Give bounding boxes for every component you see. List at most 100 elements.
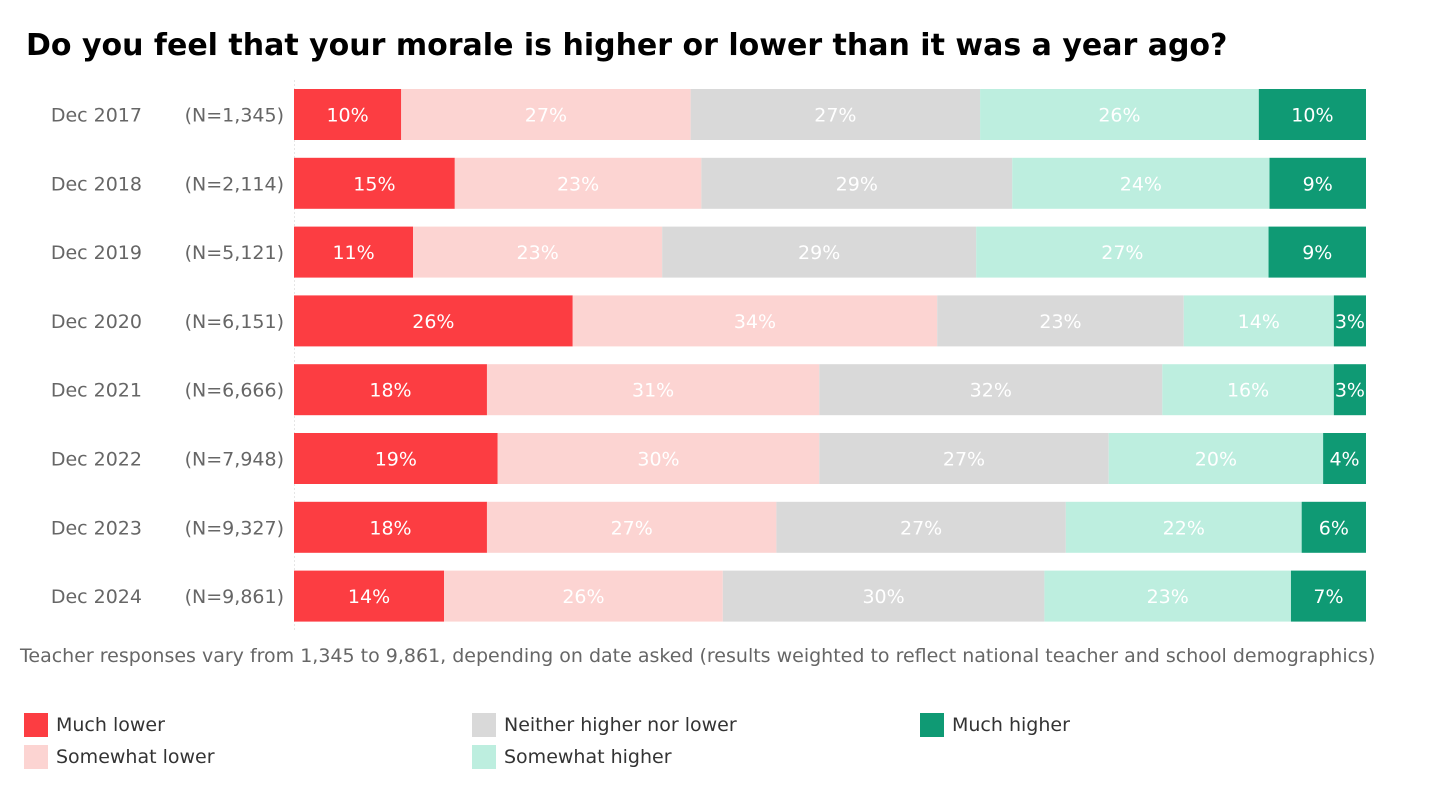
category-label: Dec 2024 <box>51 586 142 608</box>
bar-segment <box>486 501 777 553</box>
bar-segment <box>1044 570 1291 622</box>
bar-segment <box>1333 364 1366 416</box>
legend-swatch <box>920 713 944 737</box>
legend-swatch <box>24 713 48 737</box>
legend-swatch <box>472 745 496 769</box>
data-label: 15% <box>353 173 395 195</box>
legend-swatch <box>24 745 48 769</box>
bar-segment <box>1290 570 1366 622</box>
category-label: Dec 2017 <box>51 105 142 127</box>
sample-size-label: (N=6,666) <box>185 380 284 402</box>
data-label: 22% <box>1163 517 1205 539</box>
bar-segment <box>1333 295 1366 347</box>
bar-segment <box>294 89 402 140</box>
legend-swatch <box>472 713 496 737</box>
bar-row: Dec 2018 (N=2,114) 15% 23% 29% 24% 9% <box>51 157 1366 209</box>
legend-item: Neither higher nor lower <box>472 713 737 737</box>
footnote: Teacher responses vary from 1,345 to 9,8… <box>20 645 1376 667</box>
data-label: 27% <box>900 517 942 539</box>
data-label: 23% <box>1147 586 1189 608</box>
bar-segment <box>1258 89 1366 140</box>
data-label: 20% <box>1195 449 1237 471</box>
data-label: 19% <box>375 449 417 471</box>
data-label: 32% <box>970 380 1012 402</box>
data-label: 9% <box>1302 242 1332 264</box>
legend-label: Much higher <box>952 714 1070 736</box>
bar-row: Dec 2019 (N=5,121) 11% 23% 29% 27% 9% <box>51 226 1366 278</box>
bar-segment <box>1108 433 1324 484</box>
data-label: 27% <box>525 105 567 127</box>
category-label: Dec 2023 <box>51 517 142 539</box>
bar-segment <box>294 295 573 347</box>
bar-segment <box>454 157 702 209</box>
bar-row: Dec 2024 (N=9,861) 14% 26% 30% 23% 7% <box>51 570 1366 622</box>
category-label: Dec 2022 <box>51 449 142 471</box>
bar-segment <box>819 433 1109 484</box>
data-label: 23% <box>517 242 559 264</box>
data-label: 7% <box>1313 586 1343 608</box>
data-label: 27% <box>814 105 856 127</box>
bar-segment <box>1012 157 1270 209</box>
data-label: 14% <box>348 586 390 608</box>
bar-segment <box>980 89 1259 140</box>
legend-label: Much lower <box>56 714 165 736</box>
data-label: 31% <box>632 380 674 402</box>
sample-size-label: (N=7,948) <box>185 449 284 471</box>
bar-segment <box>976 226 1269 278</box>
data-label: 3% <box>1335 311 1365 333</box>
legend-label: Somewhat higher <box>504 746 672 768</box>
category-label: Dec 2021 <box>51 380 142 402</box>
bar-segment <box>1183 295 1334 347</box>
bar-segment <box>722 570 1045 622</box>
data-label: 29% <box>836 173 878 195</box>
bar-segment <box>1162 364 1334 416</box>
bar-segment <box>294 570 445 622</box>
data-label: 26% <box>562 586 604 608</box>
data-label: 29% <box>798 242 840 264</box>
legend-label: Somewhat lower <box>56 746 215 768</box>
bar-segment <box>294 157 455 209</box>
data-label: 16% <box>1227 380 1269 402</box>
bar-row: Dec 2021 (N=6,666) 18% 31% 32% 16% 3% <box>51 364 1366 416</box>
data-label: 23% <box>1039 311 1081 333</box>
bar-segment <box>1301 501 1366 553</box>
bar-segment <box>401 89 691 140</box>
data-label: 27% <box>611 517 653 539</box>
data-label: 18% <box>369 517 411 539</box>
data-label: 30% <box>862 586 904 608</box>
data-label: 4% <box>1329 449 1359 471</box>
legend-item: Much lower <box>24 713 165 737</box>
category-label: Dec 2019 <box>51 242 142 264</box>
bar-segment <box>662 226 977 278</box>
bar-row: Dec 2017 (N=1,345) 10% 27% 27% 26% 10% <box>51 89 1366 140</box>
category-label: Dec 2020 <box>51 311 142 333</box>
data-label: 3% <box>1335 380 1365 402</box>
sample-size-label: (N=2,114) <box>185 173 284 195</box>
legend-item: Somewhat higher <box>472 745 672 769</box>
data-label: 24% <box>1120 173 1162 195</box>
data-label: 34% <box>734 311 776 333</box>
sample-size-label: (N=5,121) <box>185 242 284 264</box>
bar-segment <box>819 364 1163 416</box>
bar-segment <box>294 364 487 416</box>
data-label: 10% <box>1291 105 1333 127</box>
legend-label: Neither higher nor lower <box>504 714 737 736</box>
bar-segment <box>413 226 663 278</box>
bar-segment <box>486 364 820 416</box>
bar-segment <box>1323 433 1366 484</box>
bar-segment <box>690 89 981 140</box>
sample-size-label: (N=9,327) <box>185 517 284 539</box>
bar-segment <box>776 501 1066 553</box>
bar-row: Dec 2022 (N=7,948) 19% 30% 27% 20% 4% <box>51 433 1366 484</box>
bar-segment <box>937 295 1184 347</box>
bar-segment <box>294 433 498 484</box>
stacked-bar-chart: Dec 2017 (N=1,345) 10% 27% 27% 26% 10% Dec 2018… <box>51 80 1366 630</box>
sample-size-label: (N=6,151) <box>185 311 284 333</box>
bar-row: Dec 2023 (N=9,327) 18% 27% 27% 22% 6% <box>51 501 1366 553</box>
category-label: Dec 2018 <box>51 173 142 195</box>
data-label: 23% <box>557 173 599 195</box>
sample-size-label: (N=9,861) <box>185 586 284 608</box>
legend-item: Somewhat lower <box>24 745 215 769</box>
data-label: 26% <box>1098 105 1140 127</box>
data-label: 18% <box>369 380 411 402</box>
